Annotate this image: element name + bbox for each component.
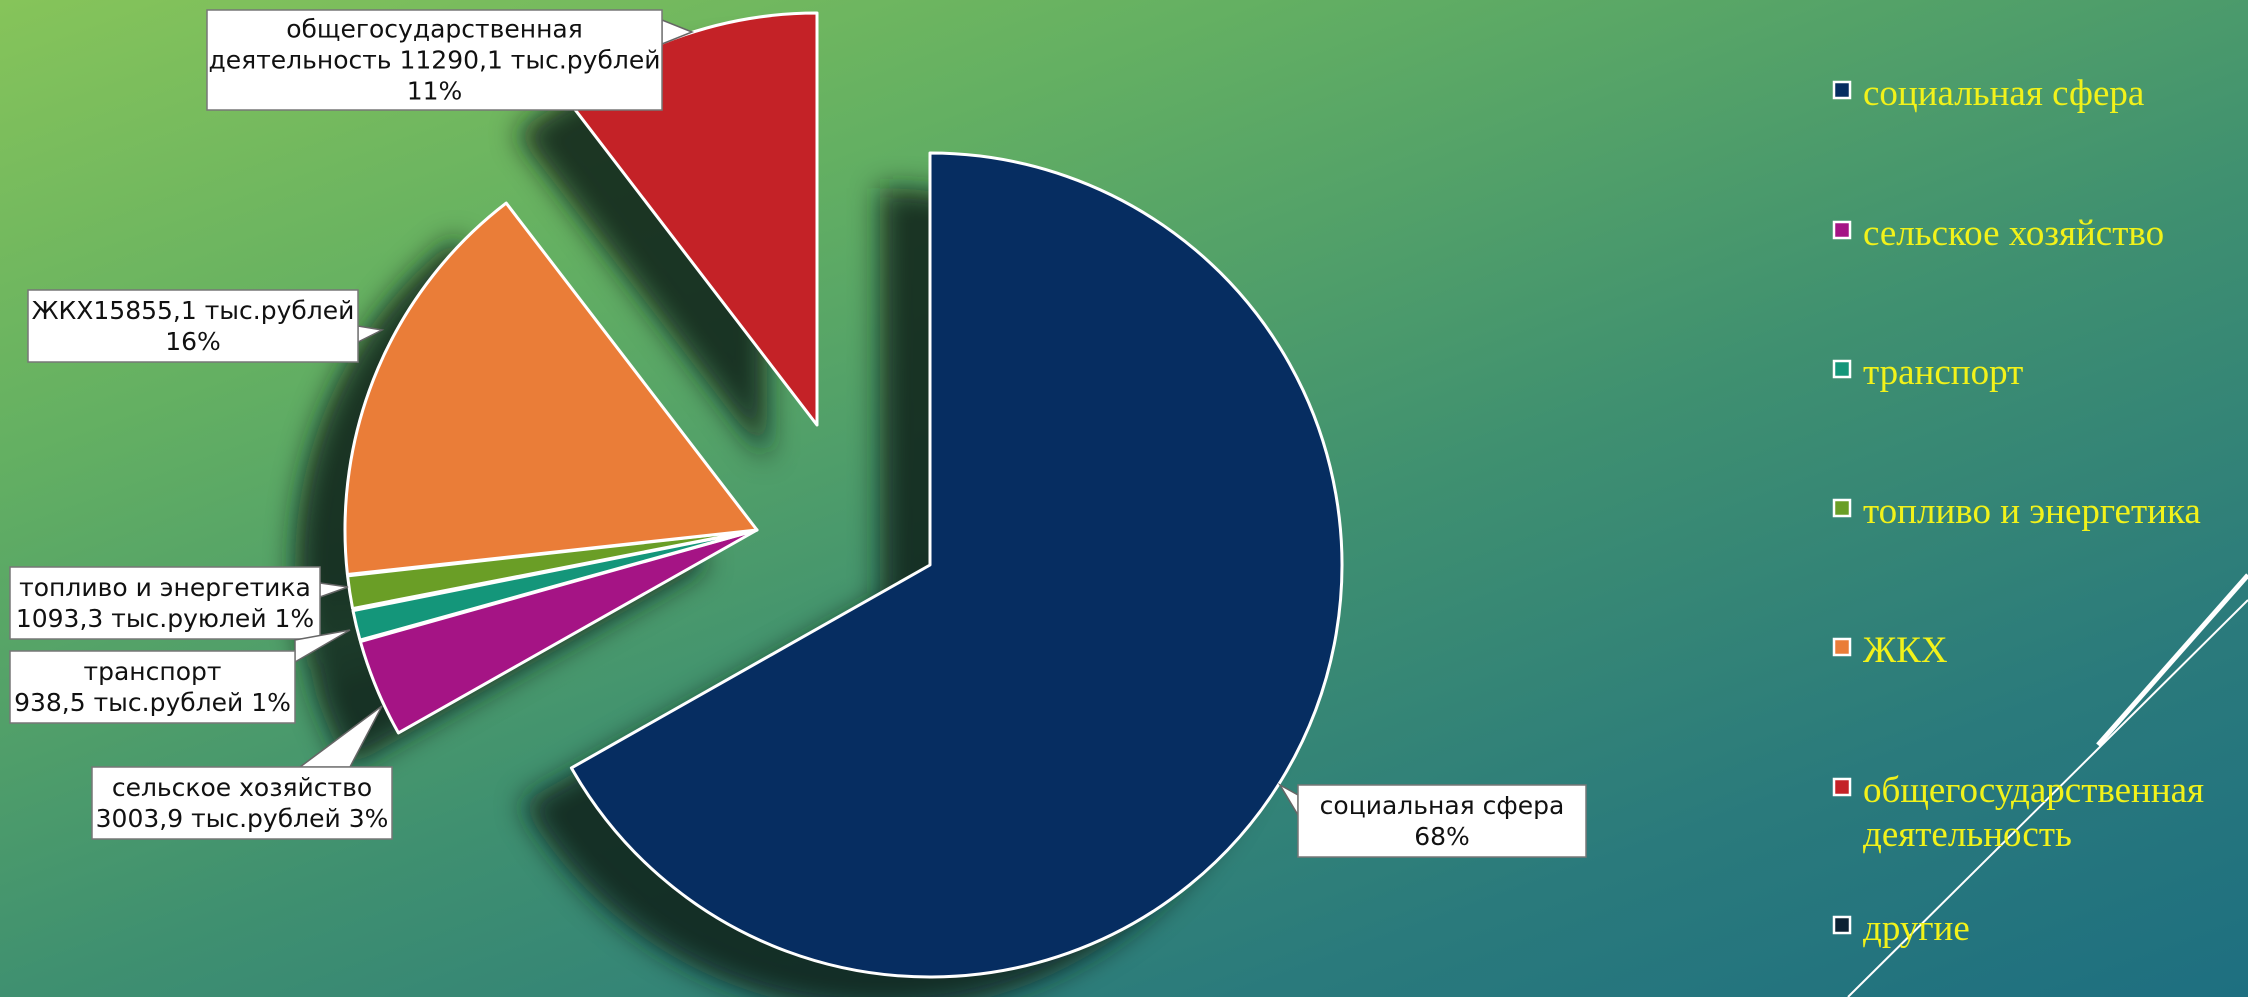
legend-label-housing: ЖКХ <box>1863 630 1948 671</box>
data-label-housing-line-0: ЖКХ15855,1 тыс.рублей <box>32 296 355 325</box>
data-label-gov-line-2: 11% <box>407 77 463 106</box>
callout-box-transport <box>9 650 296 724</box>
data-label-housing-line-1: 16% <box>165 327 221 356</box>
legend-swatch-housing <box>1832 637 1852 657</box>
data-label-transport-line-0: транспорт <box>84 657 222 686</box>
data-label-agri-line-1: 3003,9 тыс.рублей 3% <box>96 804 389 833</box>
legend-label-fuel: топливо и энергетика <box>1863 491 2201 532</box>
legend-item-housing: ЖКХ <box>1832 630 1948 671</box>
data-label-fuel-line-1: 1093,3 тыс.руюлей 1% <box>16 604 314 633</box>
decorative-lines <box>1847 573 2248 997</box>
legend-item-agri: сельское хозяйство <box>1832 213 2164 254</box>
callout-box-agri <box>91 766 393 840</box>
legend-swatch-agri <box>1832 220 1852 240</box>
legend-label-gov-line-0: общегосударственная <box>1863 770 2204 811</box>
pie-slices <box>343 11 1344 979</box>
legend-item-social: социальная сфера <box>1832 73 2144 114</box>
callout-box-gov <box>206 9 663 111</box>
decorative-line-thin <box>1847 599 2248 997</box>
legend-item-fuel: топливо и энергетика <box>1832 491 2201 532</box>
data-label-transport-line-1: 938,5 тыс.рублей 1% <box>14 688 291 717</box>
legend-swatch-fuel <box>1832 498 1852 518</box>
pie-slice-social <box>569 151 1344 979</box>
legend-item-other: другие <box>1832 908 1970 949</box>
callout-pointer-social <box>1277 782 1299 818</box>
pie-slice-housing <box>343 201 759 576</box>
data-label-social-line-0: социальная сфера <box>1320 791 1565 820</box>
legend-swatch-gov <box>1832 777 1852 797</box>
legend-label-transport: транспорт <box>1863 352 2023 393</box>
decorative-line-thick <box>2096 573 2248 747</box>
legend-label-other: другие <box>1863 908 1970 949</box>
data-label-gov-line-1: деятельность 11290,1 тыс.рублей <box>208 46 660 75</box>
callout-box-social <box>1297 784 1587 858</box>
legend-swatch-transport <box>1832 359 1852 379</box>
callout-box-fuel <box>9 566 321 640</box>
legend-swatch-social <box>1832 80 1852 100</box>
legend-label-gov-line-1: деятельность <box>1863 814 2072 855</box>
legend-label-agri: сельское хозяйство <box>1863 213 2164 254</box>
legend: социальная сфера сельское хозяйство трансп… <box>1832 73 2204 949</box>
data-label-gov-line-0: общегосударственная <box>286 15 583 44</box>
pie-slice-transport <box>351 528 759 642</box>
data-label-social-line-1: 68% <box>1414 822 1470 851</box>
data-label-agri-line-0: сельское хозяйство <box>112 773 372 802</box>
callout-box-housing <box>27 289 359 363</box>
legend-item-transport: транспорт <box>1832 352 2023 393</box>
pie-slice-agri <box>358 528 759 735</box>
data-label-fuel-line-0: топливо и энергетика <box>19 573 311 602</box>
legend-swatch-other <box>1832 915 1852 935</box>
legend-label-social: социальная сфера <box>1863 73 2144 114</box>
